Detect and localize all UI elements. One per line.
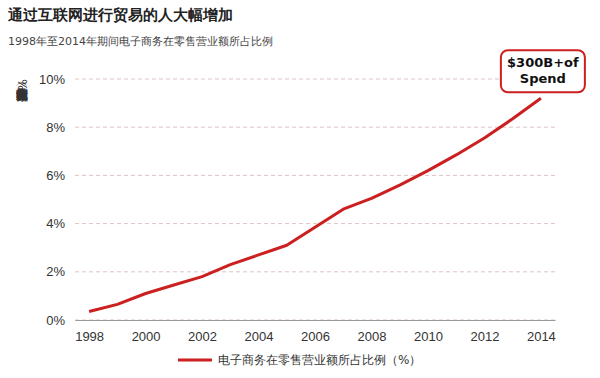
x-tick-label: 2008 <box>358 329 387 344</box>
x-tick: 2010 <box>414 320 443 344</box>
y-tick: 4% <box>46 216 75 231</box>
subtitle: 1998年至2014年期间电子商务在零售营业额所占比例 <box>8 35 273 48</box>
x-tick-label: 2010 <box>414 329 443 344</box>
grid-line <box>75 320 555 321</box>
y-tick: 0% <box>46 313 75 328</box>
x-tick-label: 1998 <box>75 329 104 344</box>
y-tick-label: 0% <box>46 313 65 328</box>
y-axis: 0% 2% 4% 6% 8% 10% <box>39 72 76 328</box>
x-tick: 2008 <box>358 320 387 344</box>
x-axis-line <box>76 320 556 321</box>
annotation: $300B+ofSpend <box>501 50 585 92</box>
legend-swatch <box>178 359 212 362</box>
x-tick: 2000 <box>132 320 161 344</box>
x-tick: 2002 <box>188 320 217 344</box>
chart: 通过互联网进行贸易的人大幅增加 1998年至2014年期间电子商务在零售营业额所占… <box>0 0 600 378</box>
grid-line <box>75 127 555 128</box>
x-tick-label: 2014 <box>527 329 556 344</box>
grid-line <box>75 223 555 224</box>
y-axis-line <box>75 80 76 321</box>
legend-label: 电子商务在零售营业额所占比例（%） <box>218 353 421 367</box>
x-tick: 2006 <box>301 320 330 344</box>
x-tick-label: 2002 <box>188 329 217 344</box>
y-tick-label: 8% <box>46 120 65 135</box>
plot: 0% 2% 4% 6% 8% 10% 1998 2000 2002 2004 2006 2008 201… <box>39 72 556 345</box>
grid-line <box>75 175 555 176</box>
line <box>89 98 541 311</box>
legend: 电子商务在零售营业额所占比例（%） <box>178 353 421 367</box>
x-axis: 1998 2000 2002 2004 2006 2008 2010 2012 2014 <box>75 320 556 344</box>
y-tick: 6% <box>46 168 75 183</box>
x-tick: 2004 <box>245 320 274 344</box>
y-tick-label: 10% <box>39 72 65 87</box>
series-group <box>89 98 541 311</box>
y-tick: 8% <box>46 120 75 135</box>
x-tick-label: 2004 <box>245 329 274 344</box>
y-tick: 10% <box>39 72 75 87</box>
y-tick-label: 4% <box>46 216 65 231</box>
x-tick: 2014 <box>527 320 556 344</box>
grid-line <box>75 79 555 80</box>
y-tick-label: 2% <box>46 264 65 279</box>
x-tick-label: 2006 <box>301 329 330 344</box>
title: 通过互联网进行贸易的人大幅增加 <box>7 6 233 24</box>
x-tick-label: 2012 <box>470 329 499 344</box>
annotation-text: $300B+of <box>507 55 579 70</box>
annotation-box <box>501 50 585 92</box>
y-axis-title: 电子商务在零售营业额所占比例（%） <box>15 79 29 102</box>
grid-line <box>75 271 555 272</box>
y-tick: 2% <box>46 264 75 279</box>
x-tick: 2012 <box>470 320 499 344</box>
x-tick-label: 2000 <box>132 329 161 344</box>
grid <box>75 79 555 320</box>
x-tick: 1998 <box>75 320 104 344</box>
annotation-text: Spend <box>520 71 566 86</box>
y-tick-label: 6% <box>46 168 65 183</box>
